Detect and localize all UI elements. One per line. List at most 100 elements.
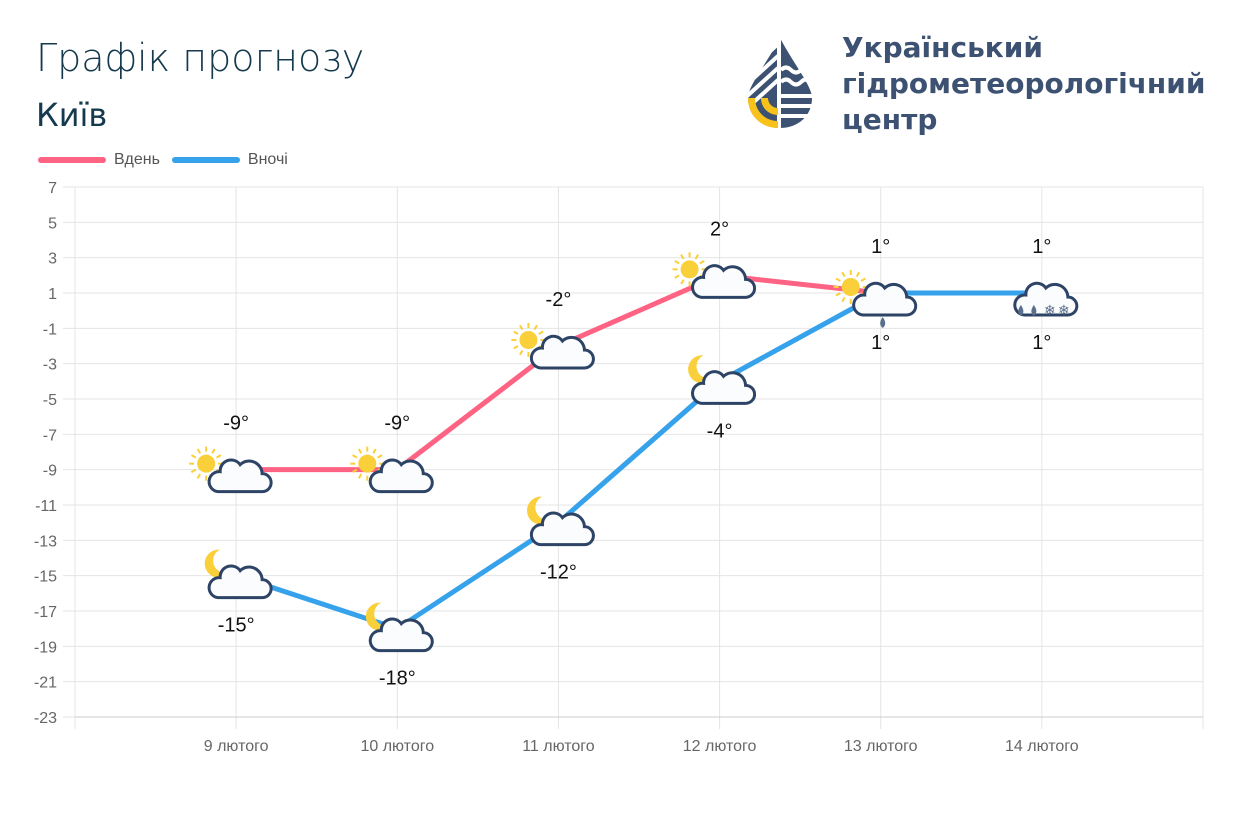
legend-item-night[interactable]: Вночі — [171, 151, 288, 169]
cloud-icon — [207, 564, 273, 600]
y-tick-label: -7 — [43, 427, 57, 444]
x-tick-label: 10 лютого — [360, 738, 434, 755]
sun-ray — [860, 277, 866, 282]
legend-label-night: Вночі — [247, 151, 288, 168]
y-tick-label: 5 — [48, 215, 57, 232]
data-label-night: -12° — [540, 562, 577, 584]
sun-disc — [680, 260, 699, 279]
sun-ray — [835, 292, 841, 297]
sun-disc — [358, 454, 377, 473]
y-tick-label: -13 — [34, 533, 57, 550]
sun-ray — [357, 473, 363, 479]
y-tick-label: -1 — [43, 321, 57, 338]
sun-ray — [841, 296, 846, 303]
city-name: Київ — [36, 96, 108, 134]
data-label-day: -2° — [546, 289, 572, 311]
sun-icon — [189, 446, 224, 481]
sun-ray — [216, 454, 222, 459]
sun-ray — [190, 454, 197, 459]
weather-icon-moon-cloud — [688, 355, 757, 405]
sun-ray — [699, 259, 705, 265]
cloud-icon — [207, 458, 273, 494]
moon-icon — [688, 355, 714, 384]
logo-line-3: центр — [842, 103, 938, 136]
y-tick-label: 3 — [48, 251, 57, 268]
cloud-icon — [691, 264, 757, 299]
sun-ray — [196, 473, 202, 479]
data-label-night: -15° — [218, 615, 255, 637]
sun-ray — [352, 468, 358, 474]
sun-ray — [855, 271, 861, 278]
sun-ray — [680, 254, 685, 260]
cloud-icon — [368, 458, 434, 494]
y-tick-label: -15 — [34, 569, 57, 586]
weather-icon-sun-cloud — [189, 446, 273, 494]
y-tick-label: -19 — [34, 639, 57, 656]
cloud-icon — [691, 370, 757, 405]
cloud-icon — [1013, 281, 1079, 317]
y-tick-label: -11 — [35, 498, 57, 515]
sun-ray — [519, 324, 524, 331]
sun-ray — [674, 274, 680, 279]
sun-ray — [538, 330, 544, 335]
legend-swatch-day — [38, 156, 106, 163]
sun-ray — [357, 448, 363, 454]
data-label-day: 1° — [871, 236, 890, 258]
snowflake-icon: ❄ — [1058, 302, 1070, 318]
sun-ray — [835, 277, 841, 282]
x-tick-label: 9 лютого — [204, 738, 269, 755]
weather-icon-sun-cloud-rain — [833, 270, 918, 328]
sun-ray — [513, 345, 519, 350]
sun-ray — [674, 259, 680, 265]
sun-ray — [513, 330, 519, 335]
data-label-day: 1° — [1032, 236, 1051, 258]
legend-swatch-night — [171, 156, 240, 163]
cloud-icon — [368, 617, 434, 653]
logo-line-2: гідрометеорологічний — [842, 67, 1206, 100]
raindrop-icon — [1018, 305, 1024, 316]
y-tick-label: -21 — [34, 675, 57, 692]
weather-icon-sun-cloud — [672, 252, 757, 299]
raindrop-icon — [1031, 305, 1037, 316]
moon-icon — [204, 549, 231, 578]
y-tick-label: 1 — [48, 286, 57, 303]
y-tick-label: -17 — [34, 604, 57, 621]
sun-disc — [519, 331, 538, 349]
sun-ray — [352, 454, 358, 459]
sun-ray — [841, 271, 846, 278]
legend-label-day: Вдень — [114, 151, 160, 168]
logo-text: Український гідрометеорологічний центр — [842, 30, 1206, 138]
logo-drop-icon — [745, 36, 815, 131]
moon-icon — [526, 496, 553, 525]
page-title: Графік прогнозу — [36, 36, 365, 80]
data-label-night: 1° — [1032, 332, 1051, 354]
cloud-icon — [529, 511, 595, 547]
snowflake-icon: ❄ — [1044, 302, 1056, 318]
sun-disc — [197, 454, 216, 473]
sun-ray — [196, 448, 202, 454]
weather-icon-moon-cloud — [204, 549, 273, 600]
data-label-day: 2° — [710, 218, 729, 240]
data-label-night: -4° — [707, 420, 733, 442]
sun-ray — [533, 324, 538, 331]
x-tick-label: 11 лютого — [522, 738, 595, 755]
sun-ray — [694, 254, 699, 260]
series-line-day — [236, 272, 1042, 473]
y-tick-label: -23 — [34, 710, 57, 727]
data-label-day: -9° — [223, 413, 249, 435]
y-tick-label: -5 — [43, 392, 57, 409]
y-tick-label: 7 — [48, 180, 57, 197]
sun-ray — [211, 448, 216, 454]
moon-icon — [365, 602, 392, 631]
weather-icon-cloud-rain-snow: ❄ ❄ — [1013, 281, 1079, 318]
sun-ray — [190, 468, 197, 474]
data-label-night: -18° — [379, 668, 416, 690]
y-tick-label: -9 — [43, 463, 57, 480]
sun-ray — [519, 349, 524, 356]
legend-item-day[interactable]: Вдень — [38, 151, 160, 169]
sun-ray — [372, 448, 377, 454]
sun-disc — [841, 278, 860, 296]
raindrop-icon — [880, 317, 886, 328]
cloud-icon — [852, 281, 918, 317]
